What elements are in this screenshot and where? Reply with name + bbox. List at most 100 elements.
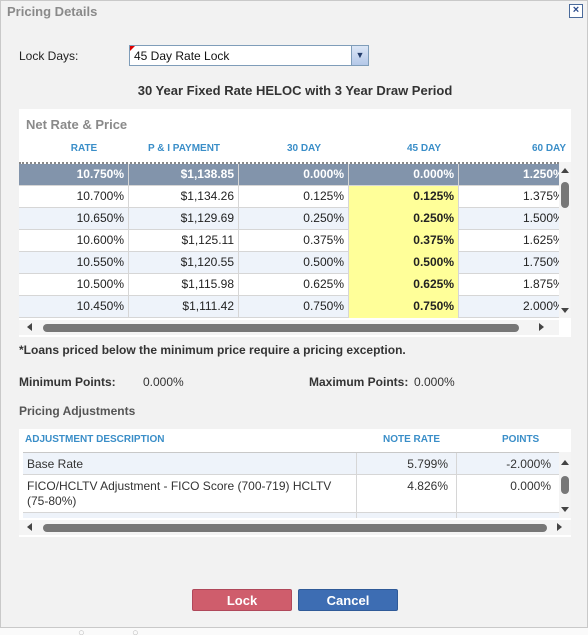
payment-cell: $1,138.85 [129, 164, 239, 186]
minimum-points-label: Minimum Points: [19, 375, 116, 389]
pricing-adjustments-title: Pricing Adjustments [19, 404, 136, 418]
rate-cell: 10.700% [19, 186, 129, 208]
adjustment-row[interactable]: CA Property State Adjustment $120,000 - … [23, 513, 559, 518]
price-45-day-cell: 0.625% [349, 274, 459, 296]
background-text: ○ [132, 628, 139, 635]
net-rate-panel: Net Rate & Price RATE P & I PAYMENT 30 D… [19, 109, 571, 337]
price-60-day-cell: 2.000% [523, 299, 559, 313]
price-60-day-cell: 1.625% [523, 233, 559, 247]
scroll-thumb[interactable] [43, 524, 547, 532]
required-marker [130, 46, 135, 51]
price-30-day-cell: 0.375% [239, 230, 349, 252]
rate-cell: 10.600% [19, 230, 129, 252]
rate-row[interactable]: 10.750%$1,138.850.000%0.000%1.250% [19, 164, 559, 186]
scroll-down-icon[interactable] [561, 507, 569, 512]
pricing-adjustments-panel: ADJUSTMENT DESCRIPTION NOTE RATE POINTS … [19, 429, 571, 537]
col-head-pi-payment[interactable]: P & I PAYMENT [147, 143, 221, 154]
price-60-day-cell: 1.375% [523, 189, 559, 203]
chevron-down-icon[interactable]: ▼ [351, 46, 368, 65]
scroll-left-icon[interactable] [27, 323, 32, 331]
col-head-30-day[interactable]: 30 DAY [286, 143, 322, 154]
price-45-day-cell: 0.250% [349, 208, 459, 230]
rate-row[interactable]: 10.500%$1,115.980.625%0.625%1.875% [19, 274, 559, 296]
net-rate-vertical-scrollbar[interactable] [559, 162, 571, 318]
lock-days-select[interactable]: 45 Day Rate Lock ▼ [129, 45, 369, 66]
adjustment-row[interactable]: FICO/HCLTV Adjustment - FICO Score (700-… [23, 475, 559, 513]
product-title: 30 Year Fixed Rate HELOC with 3 Year Dra… [137, 83, 453, 98]
scroll-right-icon[interactable] [557, 523, 562, 531]
close-icon[interactable]: × [569, 4, 583, 18]
col-head-points[interactable]: POINTS [502, 434, 540, 445]
net-rate-title: Net Rate & Price [26, 117, 128, 132]
payment-cell: $1,115.98 [129, 274, 239, 296]
rate-cell: 10.650% [19, 208, 129, 230]
price-45-day-cell: 0.375% [349, 230, 459, 252]
rate-cell: 10.450% [19, 296, 129, 318]
rate-cell: 10.550% [19, 252, 129, 274]
rate-row[interactable]: 10.600%$1,125.110.375%0.375%1.625% [19, 230, 559, 252]
maximum-points-value: 0.000% [414, 375, 455, 389]
price-45-day-cell: 0.750% [349, 296, 459, 318]
points-cell: 0.000% [510, 479, 551, 493]
col-head-60-day[interactable]: 60 DAY [531, 143, 567, 154]
note-rate-cell: 0.125% [357, 513, 457, 518]
price-30-day-cell: 0.500% [239, 252, 349, 274]
scroll-left-icon[interactable] [27, 523, 32, 531]
net-rate-header: RATE P & I PAYMENT 30 DAY 45 DAY 60 DAY [19, 141, 571, 161]
scroll-up-icon[interactable] [561, 460, 569, 465]
scroll-right-icon[interactable] [539, 323, 544, 331]
price-30-day-cell: 0.750% [239, 296, 349, 318]
lock-days-label: Lock Days: [19, 49, 79, 63]
price-30-day-cell: 0.250% [239, 208, 349, 230]
net-rate-grid: 10.750%$1,138.850.000%0.000%1.250%10.700… [19, 162, 559, 318]
minimum-points-value: 0.000% [143, 375, 184, 389]
scroll-thumb[interactable] [561, 182, 569, 208]
lock-days-selected-value: 45 Day Rate Lock [134, 49, 230, 63]
adjustment-description-cell: Base Rate [23, 453, 357, 474]
scroll-down-icon[interactable] [561, 308, 569, 313]
dialog-title-bar: Pricing Details × [1, 1, 587, 23]
maximum-points-label: Maximum Points: [309, 375, 409, 389]
price-60-day-cell: 1.750% [523, 255, 559, 269]
rate-row[interactable]: 10.700%$1,134.260.125%0.125%1.375% [19, 186, 559, 208]
cancel-button[interactable]: Cancel [298, 589, 398, 611]
note-rate-cell: 4.826% [357, 475, 457, 512]
scroll-thumb[interactable] [43, 324, 519, 332]
rate-row[interactable]: 10.450%$1,111.420.750%0.750%2.000% [19, 296, 559, 318]
adjustments-horizontal-scrollbar[interactable] [19, 520, 571, 535]
scroll-thumb[interactable] [561, 476, 569, 494]
price-60-day-cell: 1.250% [523, 167, 559, 181]
price-30-day-cell: 0.000% [239, 164, 349, 186]
col-head-adjustment-description[interactable]: ADJUSTMENT DESCRIPTION [25, 434, 165, 445]
col-head-rate[interactable]: RATE [70, 143, 98, 154]
payment-cell: $1,129.69 [129, 208, 239, 230]
adjustments-vertical-scrollbar[interactable] [559, 452, 571, 518]
lock-button[interactable]: Lock [192, 589, 292, 611]
adjustment-description-cell: CA Property State Adjustment $120,000 - … [23, 513, 357, 518]
price-30-day-cell: 0.125% [239, 186, 349, 208]
rate-cell: 10.750% [19, 164, 129, 186]
background-page-strip: ○ ○ [0, 628, 588, 635]
scroll-up-icon[interactable] [561, 168, 569, 173]
col-head-note-rate[interactable]: NOTE RATE [383, 434, 441, 445]
payment-cell: $1,134.26 [129, 186, 239, 208]
rate-row[interactable]: 10.550%$1,120.550.500%0.500%1.750% [19, 252, 559, 274]
background-text: ○ [78, 628, 85, 635]
price-60-day-cell: 1.500% [523, 211, 559, 225]
payment-cell: $1,125.11 [129, 230, 239, 252]
rate-row[interactable]: 10.650%$1,129.690.250%0.250%1.500% [19, 208, 559, 230]
adjustments-header: ADJUSTMENT DESCRIPTION NOTE RATE POINTS [19, 429, 571, 451]
net-rate-horizontal-scrollbar[interactable] [19, 320, 559, 335]
adjustments-grid: Base Rate 5.799% -2.000% FICO/HCLTV Adjustm… [23, 452, 559, 518]
note-rate-cell: 5.799% [357, 453, 457, 474]
points-cell: -2.000% [506, 457, 551, 471]
payment-cell: $1,111.42 [129, 296, 239, 318]
adjustment-row[interactable]: Base Rate 5.799% -2.000% [23, 453, 559, 475]
price-60-day-cell: 1.875% [523, 277, 559, 291]
col-head-45-day[interactable]: 45 DAY [406, 143, 442, 154]
payment-cell: $1,120.55 [129, 252, 239, 274]
pricing-exception-note: *Loans priced below the minimum price re… [19, 343, 406, 357]
points-row: Minimum Points: 0.000% Maximum Points: 0… [19, 375, 571, 391]
adjustment-description-cell: FICO/HCLTV Adjustment - FICO Score (700-… [23, 475, 357, 512]
